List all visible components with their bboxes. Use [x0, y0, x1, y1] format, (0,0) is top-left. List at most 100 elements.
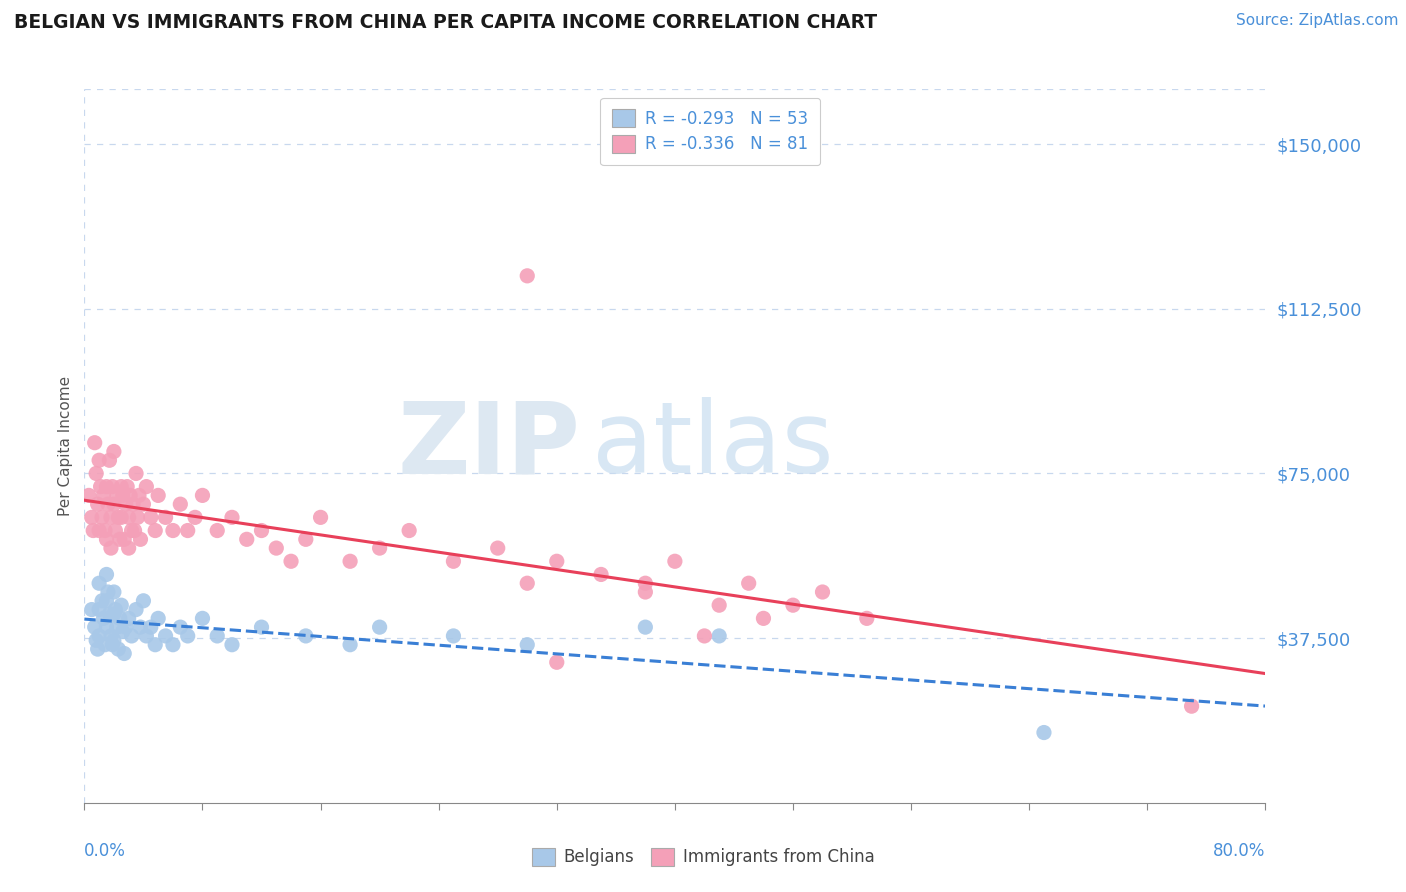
Point: [97, 585, 120, 599]
Point: [709, 598, 731, 612]
Point: [339, 554, 361, 568]
Point: [91, 594, 114, 608]
Point: [591, 567, 613, 582]
Point: [162, 524, 184, 538]
Point: [398, 524, 420, 538]
Point: [207, 524, 229, 538]
Point: [752, 611, 775, 625]
Point: [103, 497, 125, 511]
Text: 80.0%: 80.0%: [1213, 842, 1265, 860]
Point: [125, 602, 148, 616]
Point: [96, 567, 118, 582]
Point: [105, 488, 128, 502]
Legend: Belgians, Immigrants from China: Belgians, Immigrants from China: [523, 839, 883, 875]
Point: [368, 541, 391, 555]
Point: [83, 620, 105, 634]
Point: [221, 510, 243, 524]
Point: [169, 497, 191, 511]
Point: [110, 480, 132, 494]
Text: ZIP: ZIP: [398, 398, 581, 494]
Point: [634, 576, 657, 591]
Point: [110, 510, 132, 524]
Point: [80, 602, 103, 616]
Point: [143, 524, 166, 538]
Point: [207, 629, 229, 643]
Point: [250, 620, 273, 634]
Text: 0.0%: 0.0%: [84, 842, 127, 860]
Point: [266, 541, 288, 555]
Point: [98, 607, 121, 621]
Point: [184, 510, 207, 524]
Point: [96, 533, 118, 547]
Point: [634, 620, 657, 634]
Point: [368, 620, 391, 634]
Point: [118, 510, 141, 524]
Point: [811, 585, 834, 599]
Point: [309, 510, 332, 524]
Point: [103, 633, 125, 648]
Point: [120, 488, 142, 502]
Point: [191, 488, 214, 502]
Point: [121, 629, 143, 643]
Point: [177, 629, 200, 643]
Point: [191, 611, 214, 625]
Point: [127, 510, 149, 524]
Point: [135, 480, 157, 494]
Point: [82, 524, 104, 538]
Text: atlas: atlas: [592, 398, 834, 494]
Point: [516, 576, 538, 591]
Point: [112, 647, 135, 661]
Point: [125, 467, 148, 481]
Point: [96, 620, 118, 634]
Point: [93, 488, 115, 502]
Point: [110, 598, 132, 612]
Point: [143, 638, 166, 652]
Point: [148, 611, 170, 625]
Point: [546, 655, 568, 669]
Point: [1181, 699, 1204, 714]
Point: [104, 602, 127, 616]
Text: BELGIAN VS IMMIGRANTS FROM CHINA PER CAPITA INCOME CORRELATION CHART: BELGIAN VS IMMIGRANTS FROM CHINA PER CAP…: [14, 13, 877, 32]
Point: [91, 510, 114, 524]
Point: [664, 554, 686, 568]
Point: [77, 488, 100, 502]
Point: [169, 620, 191, 634]
Point: [693, 629, 716, 643]
Point: [107, 510, 129, 524]
Point: [132, 497, 155, 511]
Point: [546, 554, 568, 568]
Point: [139, 510, 162, 524]
Point: [118, 611, 141, 625]
Point: [236, 533, 259, 547]
Point: [100, 510, 122, 524]
Point: [87, 629, 111, 643]
Point: [97, 497, 120, 511]
Point: [101, 480, 124, 494]
Point: [101, 638, 124, 652]
Text: Source: ZipAtlas.com: Source: ZipAtlas.com: [1236, 13, 1399, 29]
Point: [114, 497, 136, 511]
Point: [105, 620, 128, 634]
Point: [93, 611, 115, 625]
Point: [108, 533, 131, 547]
Point: [139, 620, 162, 634]
Point: [280, 554, 302, 568]
Point: [124, 524, 146, 538]
Point: [87, 453, 111, 467]
Point: [155, 629, 177, 643]
Point: [104, 524, 127, 538]
Point: [118, 541, 141, 555]
Point: [87, 602, 111, 616]
Point: [443, 554, 465, 568]
Point: [221, 638, 243, 652]
Point: [135, 629, 157, 643]
Point: [516, 638, 538, 652]
Point: [250, 524, 273, 538]
Point: [84, 467, 107, 481]
Point: [107, 642, 129, 657]
Point: [90, 480, 112, 494]
Point: [94, 638, 117, 652]
Point: [96, 480, 118, 494]
Point: [129, 533, 152, 547]
Point: [111, 624, 134, 639]
